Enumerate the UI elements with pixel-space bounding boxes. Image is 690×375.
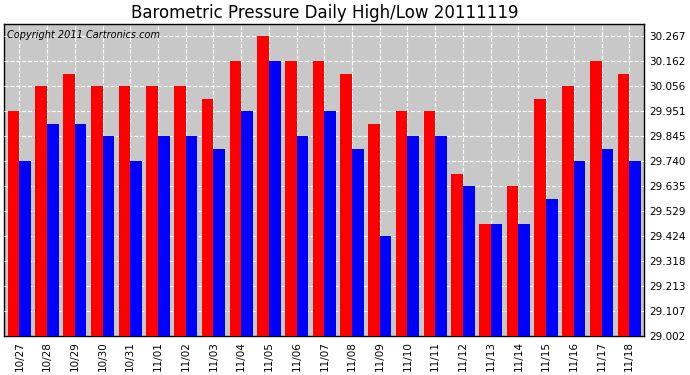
Bar [506,186,518,336]
Bar [174,86,186,336]
Bar [408,136,419,336]
Bar [201,99,213,336]
Bar [574,161,585,336]
Bar [518,224,530,336]
Bar [479,224,491,336]
Bar [285,61,297,336]
Bar [158,136,170,336]
Bar [618,74,629,336]
Bar [241,111,253,336]
Bar [463,186,475,336]
Bar [368,124,380,336]
Bar [63,74,75,336]
Title: Barometric Pressure Daily High/Low 20111119: Barometric Pressure Daily High/Low 20111… [130,4,518,22]
Bar [629,161,641,336]
Bar [380,236,391,336]
Text: Copyright 2011 Cartronics.com: Copyright 2011 Cartronics.com [8,30,160,40]
Bar [424,111,435,336]
Bar [257,36,269,336]
Bar [324,111,336,336]
Bar [546,199,558,336]
Bar [230,61,241,336]
Bar [130,161,142,336]
Bar [35,86,47,336]
Bar [590,61,602,336]
Bar [213,148,225,336]
Bar [269,61,281,336]
Bar [47,124,59,336]
Bar [91,86,103,336]
Bar [19,161,31,336]
Bar [435,136,447,336]
Bar [297,136,308,336]
Bar [119,86,130,336]
Bar [186,136,197,336]
Bar [75,124,86,336]
Bar [602,148,613,336]
Bar [313,61,324,336]
Bar [103,136,115,336]
Bar [146,86,158,336]
Bar [8,111,19,336]
Bar [340,74,352,336]
Bar [396,111,408,336]
Bar [491,224,502,336]
Bar [535,99,546,336]
Bar [451,174,463,336]
Bar [352,148,364,336]
Bar [562,86,574,336]
